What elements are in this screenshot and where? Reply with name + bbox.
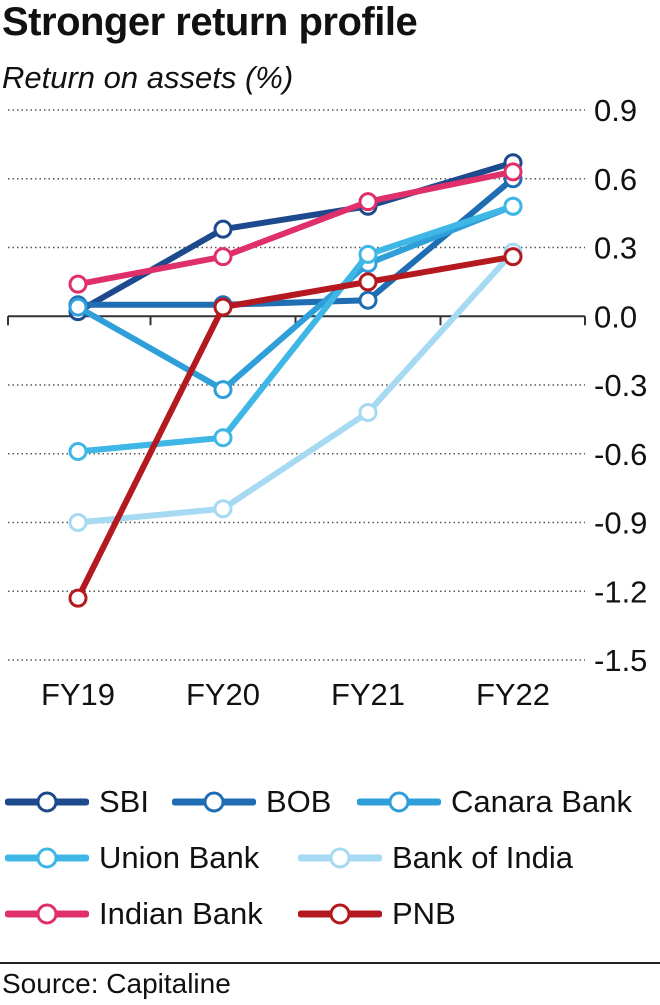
data-point-sbi xyxy=(213,219,233,239)
y-tick-label: -1.2 xyxy=(594,574,647,609)
series-bank-of-india xyxy=(68,242,523,532)
legend-label: PNB xyxy=(392,896,456,931)
legend-label: Bank of India xyxy=(392,840,573,875)
footer-divider xyxy=(0,962,660,964)
series-line-union-bank xyxy=(75,203,516,455)
x-tick-label: FY19 xyxy=(41,677,115,712)
legend-item-canara-bank: Canara Bank xyxy=(357,782,632,822)
legend-swatch xyxy=(357,791,441,813)
data-point-union-bank xyxy=(358,244,378,264)
chart-legend: SBI BOB Canara Bank Union Bank Bank of India… xyxy=(0,770,660,950)
legend-label: SBI xyxy=(99,784,149,819)
data-point-bank-of-india xyxy=(68,513,88,532)
series-line-bank-of-india xyxy=(75,249,516,526)
gridlines xyxy=(8,109,585,661)
series-line-indian-bank xyxy=(75,168,516,288)
x-tick-label: FY22 xyxy=(476,677,550,712)
data-point-union-bank xyxy=(68,441,88,461)
data-point-indian-bank xyxy=(503,162,523,182)
data-point-indian-bank xyxy=(213,247,233,267)
data-point-canara-bank xyxy=(68,297,88,317)
legend-swatch xyxy=(5,791,89,813)
x-axis xyxy=(7,315,586,326)
series-line-pnb xyxy=(75,253,516,602)
y-tick-label: -0.3 xyxy=(594,368,647,403)
series-indian-bank xyxy=(68,162,523,294)
data-point-pnb xyxy=(213,297,233,317)
chart-subtitle: Return on assets (%) xyxy=(2,60,294,95)
data-point-canara-bank xyxy=(213,380,233,400)
legend-swatch xyxy=(5,903,89,925)
series-line-bob xyxy=(75,175,516,308)
data-point-pnb xyxy=(358,272,378,292)
data-point-bank-of-india xyxy=(213,499,233,519)
data-point-pnb xyxy=(68,588,88,608)
legend-item-union-bank: Union Bank xyxy=(5,838,259,878)
x-axis-ticks: FY19 FY20 FY21 FY22 xyxy=(41,677,550,712)
data-point-indian-bank xyxy=(358,192,378,212)
x-tick-label: FY20 xyxy=(186,677,260,712)
x-tick-label: FY21 xyxy=(331,677,405,712)
chart-title: Stronger return profile xyxy=(2,0,418,44)
series-lines xyxy=(68,153,523,608)
data-point-bank-of-india xyxy=(358,403,378,422)
data-point-union-bank xyxy=(503,196,523,216)
series-line-canara-bank xyxy=(75,203,516,393)
y-tick-label: 0.9 xyxy=(594,93,637,128)
y-tick-label: 0.6 xyxy=(594,162,637,197)
source-note: Source: Capitaline xyxy=(2,968,231,999)
legend-swatch xyxy=(5,847,89,869)
legend-item-indian-bank: Indian Bank xyxy=(5,894,263,934)
legend-swatch xyxy=(298,847,382,869)
legend-label: BOB xyxy=(266,784,332,819)
line-chart: 0.9 0.6 0.3 0.0 -0.3 -0.6 -0.9 -1.2 -1.5 FY19 FY2… xyxy=(7,93,647,712)
data-point-indian-bank xyxy=(68,274,88,294)
y-tick-label: -0.6 xyxy=(594,437,647,472)
legend-swatch xyxy=(172,791,256,813)
series-pnb xyxy=(68,247,523,608)
legend-label: Indian Bank xyxy=(99,896,263,931)
legend-swatch xyxy=(298,903,382,925)
legend-item-bob: BOB xyxy=(172,782,331,822)
y-tick-label: 0.0 xyxy=(594,299,637,334)
y-axis-ticks: 0.9 0.6 0.3 0.0 -0.3 -0.6 -0.9 -1.2 -1.5 xyxy=(594,93,647,678)
legend-label: Union Bank xyxy=(99,840,260,875)
data-point-union-bank xyxy=(213,428,233,448)
legend-item-bank-of-india: Bank of India xyxy=(298,838,573,878)
y-tick-label: -0.9 xyxy=(594,506,647,541)
data-point-bob xyxy=(358,290,378,310)
legend-item-pnb: PNB xyxy=(298,894,456,934)
y-tick-label: -1.5 xyxy=(594,643,647,678)
legend-label: Canara Bank xyxy=(451,784,632,819)
data-point-pnb xyxy=(503,247,523,267)
series-union-bank xyxy=(68,196,523,461)
legend-item-sbi: SBI xyxy=(5,782,149,822)
y-tick-label: 0.3 xyxy=(594,231,637,266)
